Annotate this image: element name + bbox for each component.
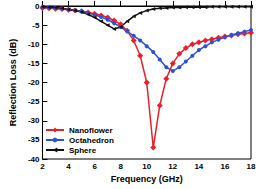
svg-text:16: 16 [220, 162, 229, 171]
svg-text:-40: -40 [28, 155, 40, 164]
svg-text:0: 0 [35, 2, 40, 11]
svg-text:Sphere: Sphere [69, 146, 97, 155]
svg-text:Reflection Loss (dB): Reflection Loss (dB) [8, 39, 18, 127]
svg-text:-5: -5 [32, 21, 40, 30]
svg-text:Nanoflower: Nanoflower [69, 126, 113, 135]
svg-text:-20: -20 [28, 78, 40, 87]
svg-text:10: 10 [142, 162, 151, 171]
svg-text:Octahedron: Octahedron [69, 136, 114, 145]
svg-text:14: 14 [194, 162, 203, 171]
svg-text:12: 12 [168, 162, 177, 171]
svg-text:-15: -15 [28, 59, 40, 68]
svg-text:-30: -30 [28, 116, 40, 125]
svg-text:-35: -35 [28, 135, 40, 144]
svg-text:-25: -25 [28, 97, 40, 106]
svg-text:18: 18 [247, 162, 256, 171]
svg-text:-10: -10 [28, 40, 40, 49]
svg-text:4: 4 [66, 162, 71, 171]
svg-text:8: 8 [118, 162, 123, 171]
svg-text:Frequency (GHz): Frequency (GHz) [111, 174, 183, 184]
svg-text:6: 6 [92, 162, 97, 171]
svg-text:2: 2 [40, 162, 45, 171]
